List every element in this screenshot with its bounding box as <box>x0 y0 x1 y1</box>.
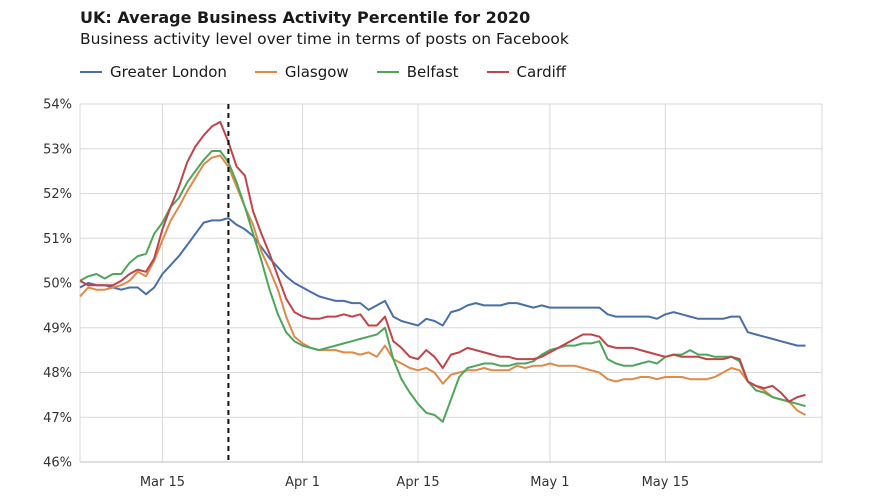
x-tick-label: May 15 <box>642 475 690 490</box>
series-line-greater-london <box>79 217 806 347</box>
series-line-cardiff <box>79 120 806 403</box>
chart-subtitle: Business activity level over time in ter… <box>80 30 569 48</box>
y-tick-label: 50% <box>43 277 72 292</box>
legend-swatch <box>376 70 399 74</box>
x-tick-label: Apr 1 <box>285 475 320 490</box>
y-tick-label: 47% <box>43 411 72 426</box>
legend-label: Cardiff <box>516 63 567 81</box>
y-tick-label: 46% <box>43 456 72 471</box>
y-tick-label: 54% <box>43 98 72 113</box>
legend-item: Greater London <box>80 63 227 81</box>
legend-swatch <box>486 70 509 74</box>
x-tick-label: Apr 15 <box>396 475 439 490</box>
series-line-glasgow <box>79 154 806 416</box>
legend-label: Belfast <box>406 63 459 81</box>
legend-label: Glasgow <box>284 63 349 81</box>
legend: Greater London Glasgow Belfast Cardiff <box>80 63 566 81</box>
y-tick-label: 53% <box>43 142 72 157</box>
series-line-belfast <box>79 150 806 423</box>
y-tick-label: 48% <box>43 366 72 381</box>
legend-swatch <box>80 70 102 74</box>
legend-item: Belfast <box>376 63 459 81</box>
legend-item: Glasgow <box>254 63 349 81</box>
legend-swatch <box>254 70 277 74</box>
y-tick-label: 51% <box>43 232 72 247</box>
y-tick-label: 49% <box>43 321 72 336</box>
legend-item: Cardiff <box>486 63 567 81</box>
x-tick-label: Mar 15 <box>140 475 185 490</box>
y-tick-label: 52% <box>43 187 72 202</box>
legend-label: Greater London <box>110 63 227 81</box>
x-tick-label: May 1 <box>530 475 569 490</box>
chart-title: UK: Average Business Activity Percentile… <box>80 8 531 27</box>
